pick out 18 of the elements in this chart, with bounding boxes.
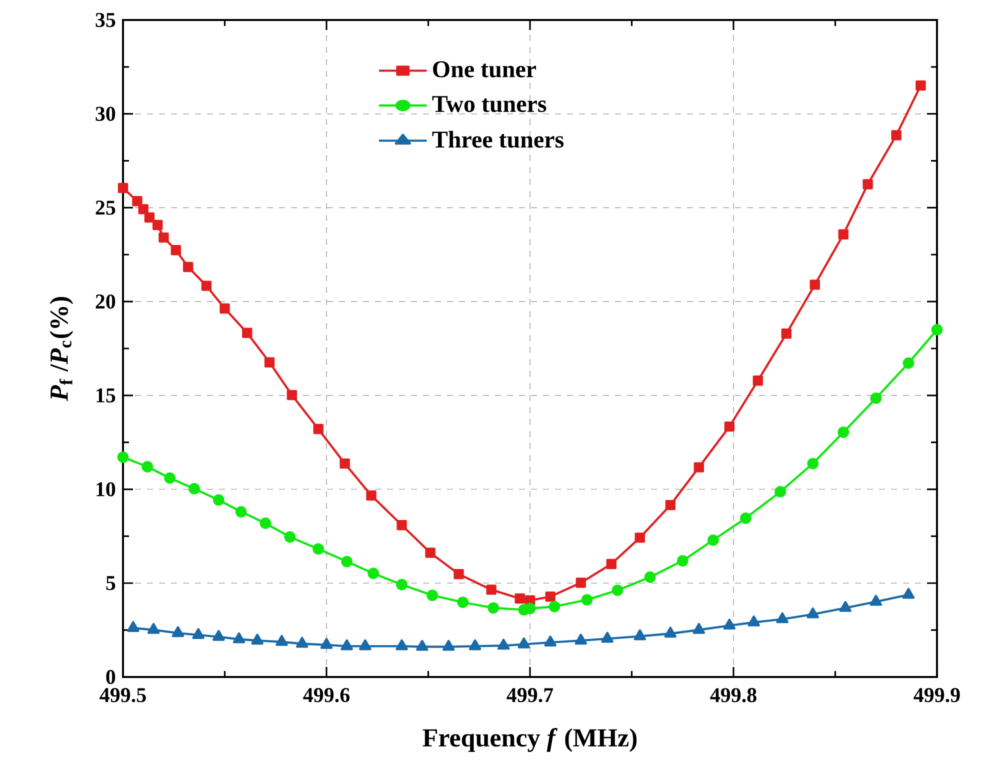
- x-axis-title: Frequency f (MHz): [422, 728, 637, 752]
- x-tick-label: 499.8: [710, 688, 756, 702]
- y-tick-label: 25: [96, 200, 116, 215]
- y-tick-label: 20: [96, 294, 116, 309]
- x-tick-label: 499.7: [506, 688, 554, 702]
- legend-label: Three tuners: [432, 130, 564, 148]
- x-tick-label: 499.5: [100, 688, 146, 702]
- legend-label: One tuner: [433, 61, 536, 78]
- y-tick-label: 15: [96, 388, 116, 402]
- y-tick-label: 0: [106, 670, 116, 684]
- x-tick-label: 499.6: [303, 688, 350, 702]
- y-tick-label: 35: [96, 12, 116, 28]
- legend-label: Two tuners: [432, 96, 546, 112]
- y-tick-label: 5: [106, 576, 116, 590]
- y-axis-title: P$_{f}$ /P$_{c}$(%): [50, 296, 74, 402]
- y-tick-label: 10: [96, 482, 116, 496]
- y-tick-label: 30: [96, 106, 116, 121]
- x-tick-label: 499.9: [914, 688, 960, 702]
